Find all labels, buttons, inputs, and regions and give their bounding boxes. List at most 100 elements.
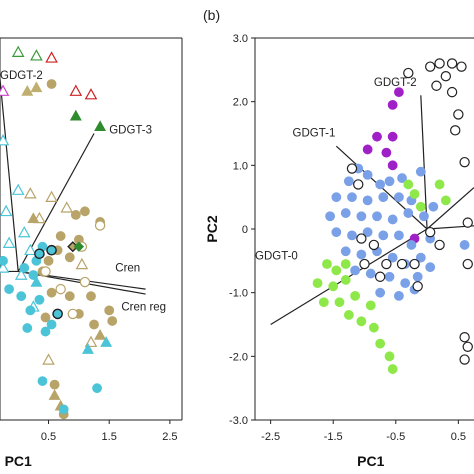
- panel-b-data-point: [403, 179, 414, 190]
- panel-a-data-point: [69, 109, 82, 121]
- panel-b-x-tick-label: -1.5: [324, 431, 343, 443]
- panel-a-x-tick-label: 2.5: [162, 431, 177, 443]
- panel-a-data-point: [45, 51, 58, 63]
- panel-b-data-point: [343, 176, 354, 187]
- panel-b-data-point: [412, 271, 423, 282]
- panel-b-data-point: [331, 192, 342, 203]
- panel-b-x-tick-label: 0.5: [451, 431, 466, 443]
- panel-b-loading-line: [426, 187, 474, 230]
- panel-b-data-point: [356, 316, 367, 327]
- panel-b-data-point: [434, 58, 445, 69]
- panel-a-data-point: [46, 319, 57, 330]
- panel-b-data-point: [415, 166, 426, 177]
- panel-a-loading-labels: GDGT-2 GDGT-3 Cren Cren reg: [0, 70, 166, 313]
- panel-b-data-point: [397, 173, 407, 183]
- panel-b-data-point: [415, 201, 426, 212]
- panel-a-data-point: [43, 255, 54, 266]
- panel-b-y-tick-label: 3.0: [233, 33, 248, 45]
- panel-a-data-point: [60, 201, 74, 213]
- panel-b-data-point: [384, 351, 395, 362]
- panel-a-data-point: [94, 328, 107, 340]
- panel-b-data-point: [428, 201, 439, 212]
- panel-b-data-point: [328, 281, 339, 292]
- panel-a-data-point: [22, 323, 33, 333]
- panel-a-data-point: [34, 294, 45, 305]
- panel-b-data-point: [459, 240, 470, 250]
- panel-b-data-point: [434, 179, 445, 190]
- panel-b-data-point: [346, 163, 358, 174]
- panel-b-y-tick-label: 0: [242, 224, 248, 236]
- panel-a-data-point: [46, 79, 57, 89]
- panel-a: GDGT-2 GDGT-3 Cren Cren reg 0.5 1.5 2.5 PC1: [0, 37, 183, 469]
- panel-a-data-point: [64, 252, 75, 263]
- panel-b-data-point: [340, 246, 351, 257]
- panel-b-data-point: [412, 281, 423, 292]
- panel-b-data-point: [372, 211, 382, 222]
- panel-b-x-ticks: -2.5 -1.5 -0.5 0.5: [261, 420, 466, 443]
- panel-a-data-point: [80, 206, 90, 217]
- panel-b-data-point: [365, 300, 376, 311]
- panel-b-data-point: [406, 240, 417, 250]
- panel-b-data-point: [446, 86, 458, 98]
- panel-b-data-point: [340, 208, 351, 218]
- panel-b-data-point: [347, 230, 357, 241]
- panel-b-data-point: [415, 252, 426, 263]
- panel-b-data-point: [350, 290, 361, 301]
- panel-b-points: [312, 58, 473, 374]
- panel-b-data-point: [318, 297, 329, 308]
- panel-a-data-point: [30, 81, 43, 93]
- panel-b-data-point: [368, 239, 380, 251]
- panel-a-data-point: [19, 263, 30, 273]
- panel-a-data-point: [0, 255, 8, 266]
- panel-a-data-point: [45, 190, 58, 202]
- panel-b-data-point: [350, 265, 361, 276]
- panel-b-data-point: [440, 195, 451, 206]
- panel-b-data-point: [325, 211, 335, 222]
- panel-b-data-point: [387, 160, 398, 171]
- panel-b-data-point: [343, 310, 354, 320]
- panel-a-data-point: [11, 183, 25, 195]
- panel-a-data-point: [48, 389, 61, 400]
- panel-a-data-point: [46, 244, 57, 256]
- panel-a-data-point: [17, 226, 31, 238]
- panel-b-data-point: [384, 271, 395, 282]
- panel-a-data-point: [70, 209, 81, 220]
- panel-a-data-point: [92, 383, 102, 394]
- panel-a-data-point: [75, 257, 89, 270]
- panel-a-data-point: [94, 220, 106, 231]
- panel-b-data-point: [425, 262, 436, 273]
- panel-a-loading-line: [0, 78, 19, 272]
- panel-b-y-tick-label: -2.0: [229, 351, 248, 363]
- panel-b-data-point: [368, 322, 379, 333]
- panel-b-data-point: [331, 227, 342, 238]
- panel-b-data-point: [396, 258, 408, 270]
- panel-a-data-point: [79, 276, 91, 288]
- panel-b-data-point: [381, 147, 392, 158]
- panel-b-data-point: [434, 239, 445, 251]
- panel-b-data-point: [372, 131, 382, 142]
- panel-b-data-point: [356, 211, 367, 222]
- panel-a-data-point: [107, 316, 118, 326]
- panel-b-data-point: [409, 189, 420, 199]
- panel-a-data-point: [24, 187, 37, 199]
- panel-b-data-point: [347, 192, 357, 203]
- panel-b-data-point: [375, 179, 386, 190]
- panel-a-loading-label: GDGT-2: [0, 70, 43, 82]
- panel-a-loading-label: GDGT-3: [109, 125, 152, 137]
- panel-b-data-point: [362, 227, 373, 238]
- panel-b-y-axis-label: PC2: [204, 215, 220, 242]
- panel-b-data-point: [446, 58, 458, 69]
- panel-b-data-point: [362, 169, 373, 180]
- panel-b-loading-label: GDGT-2: [374, 77, 417, 89]
- panel-a-data-point: [94, 120, 107, 132]
- panel-b-data-point: [378, 230, 389, 241]
- panel-b-data-point: [387, 252, 398, 263]
- panel-b-y-tick-label: -1.0: [229, 288, 248, 300]
- panel-b-data-point: [440, 70, 452, 82]
- panel-a-data-point: [86, 291, 96, 302]
- panel-a-data-point: [89, 319, 99, 330]
- panel-b-data-point: [375, 338, 386, 349]
- panel-a-data-point: [55, 231, 66, 241]
- panel-b-data-point: [409, 258, 420, 270]
- panel-b-data-point: [459, 332, 470, 343]
